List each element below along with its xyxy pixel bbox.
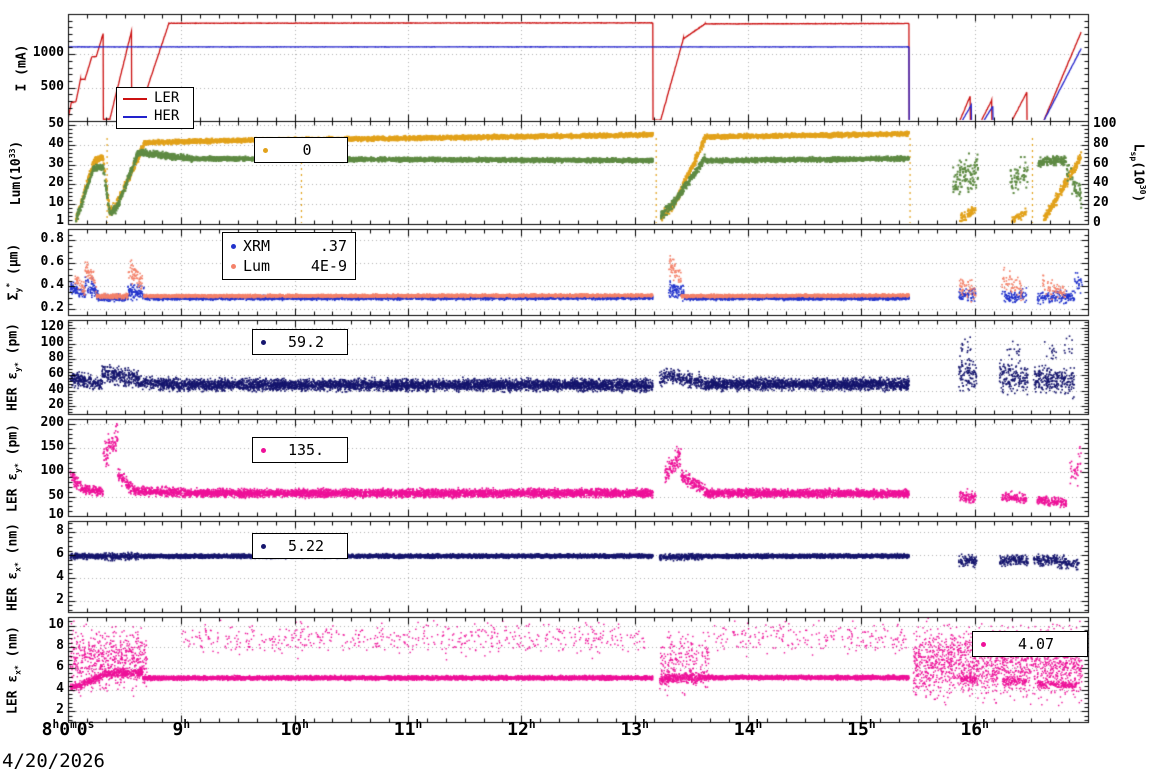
- xrm-label: XRM: [243, 236, 271, 255]
- her-ey-value: 59.2: [287, 332, 325, 351]
- legend-ler-ey: 135.: [252, 437, 348, 463]
- legend-her-ey: 59.2: [252, 329, 348, 355]
- legend-beam-current: LER HER: [116, 87, 194, 129]
- legend-ler-ex: 4.07: [972, 631, 1088, 657]
- legend-row-ler: LER: [117, 90, 193, 108]
- legend-row-xrm: XRM .37: [223, 236, 355, 256]
- ler-ex-dot-icon: [981, 641, 986, 647]
- ler-ey-value: 135.: [287, 440, 325, 459]
- her-ex-value: 5.22: [287, 536, 325, 555]
- legend-row-ler-ex: 4.07: [973, 634, 1087, 654]
- legend-label-ler: LER: [154, 90, 180, 107]
- lum-sigma-label: Lum: [243, 256, 271, 275]
- legend-row-lum: 0: [255, 140, 347, 160]
- lum-value: 0: [302, 140, 312, 159]
- ler-ex-value: 4.07: [1017, 634, 1055, 653]
- her-ey-dot-icon: [261, 339, 266, 345]
- lum-dot-icon: [263, 147, 268, 153]
- xrm-dot-icon: [231, 243, 236, 249]
- legend-row-her-ex: 5.22: [253, 536, 347, 556]
- her-ex-dot-icon: [261, 543, 266, 549]
- her-line-swatch: [123, 116, 147, 118]
- legend-her-ex: 5.22: [252, 533, 348, 559]
- legend-row-her: HER: [117, 108, 193, 126]
- ler-ey-dot-icon: [261, 447, 266, 453]
- legend-row-lum-sigma: Lum 4E-9: [223, 256, 355, 276]
- lum-sigma-value: 4E-9: [310, 256, 347, 275]
- legend-row-her-ey: 59.2: [253, 332, 347, 352]
- legend-luminosity: 0: [254, 137, 348, 163]
- legend-label-her: HER: [154, 108, 180, 125]
- legend-sigma-y: XRM .37 Lum 4E-9: [222, 232, 356, 280]
- legend-row-ler-ey: 135.: [253, 440, 347, 460]
- ler-line-swatch: [123, 98, 147, 100]
- date-label: 4/20/2026: [2, 750, 105, 772]
- xrm-value: .37: [319, 236, 347, 255]
- lum-sigma-dot-icon: [231, 263, 236, 269]
